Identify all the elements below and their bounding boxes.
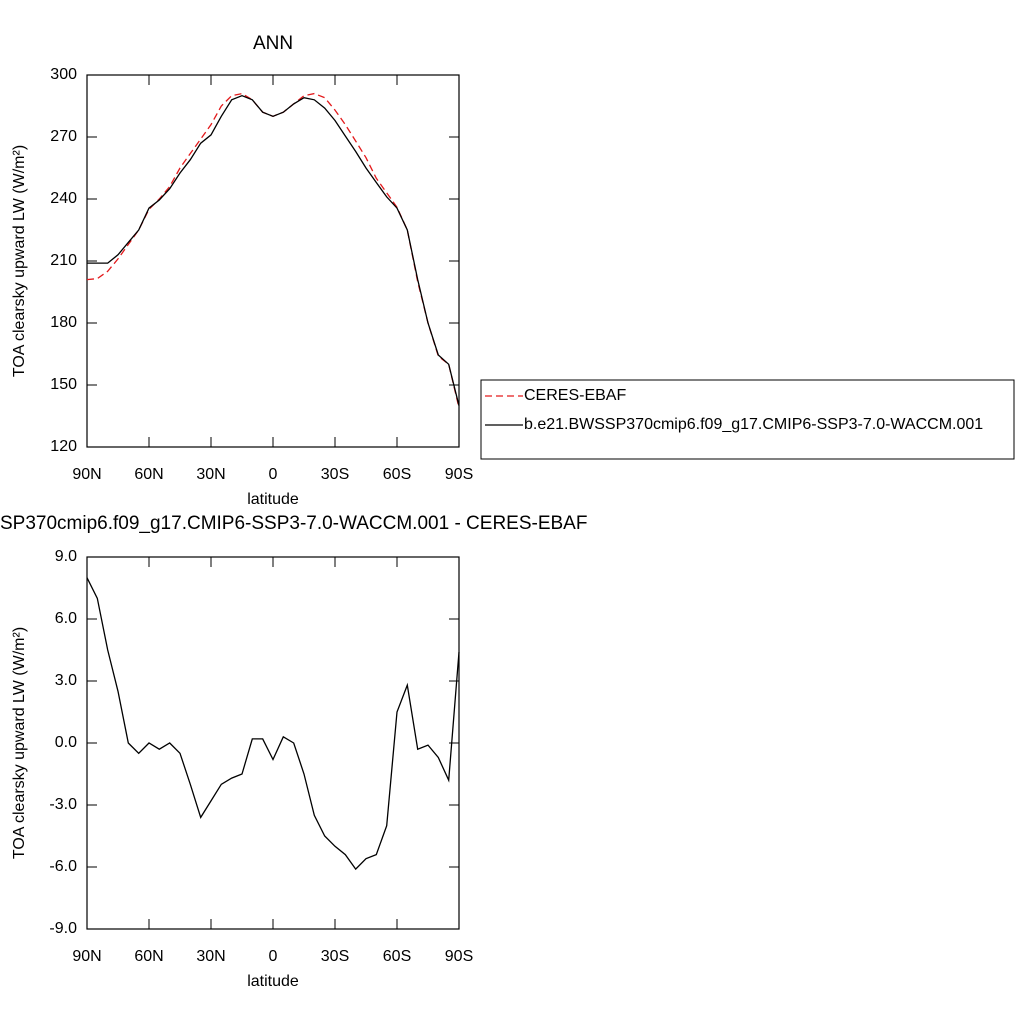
x-axis-label: latitude [247,973,299,990]
data-line [86,92,460,408]
x-tick-label: 30S [321,948,349,965]
x-tick-label: 0 [269,948,278,965]
y-tick-label: 9.0 [55,548,77,565]
y-tick-label: 270 [50,128,77,145]
x-tick-label: 0 [269,466,278,483]
y-axis-label: TOA clearsky upward LW (W/m²) [11,145,28,377]
legend-box [480,379,1015,460]
x-tick-label: 90N [72,948,101,965]
plot-frame [86,556,460,930]
y-tick-label: 210 [50,252,77,269]
y-tick-label: -3.0 [49,796,77,813]
y-tick-label: 3.0 [55,672,77,689]
chart-title: ANN [253,33,293,54]
x-tick-label: 60N [134,948,163,965]
x-tick-label: 30N [196,948,225,965]
x-tick-label: 90N [72,466,101,483]
legend-label: CERES-EBAF [524,387,626,404]
data-line [87,95,460,406]
x-tick-label: 90S [445,948,473,965]
x-tick-label: 60N [134,466,163,483]
y-tick-label: -6.0 [49,858,77,875]
x-tick-label: 60S [383,466,411,483]
data-line [86,577,460,871]
y-tick-label: 0.0 [55,734,77,751]
x-tick-label: 30S [321,466,349,483]
y-tick-label: -9.0 [49,920,77,937]
y-tick-label: 6.0 [55,610,77,627]
x-tick-label: 30N [196,466,225,483]
legend-label: b.e21.BWSSP370cmip6.f09_g17.CMIP6-SSP3-7… [524,416,983,433]
y-tick-label: 150 [50,376,77,393]
plot-frame [86,74,460,448]
y-tick-label: 120 [50,438,77,455]
x-tick-label: 90S [445,466,473,483]
y-tick-label: 300 [50,66,77,83]
y-axis-label: TOA clearsky upward LW (W/m²) [11,627,28,859]
y-tick-label: 240 [50,190,77,207]
chart-title: SP370cmip6.f09_g17.CMIP6-SSP3-7.0-WACCM.… [0,513,587,534]
x-tick-label: 60S [383,948,411,965]
x-axis-label: latitude [247,491,299,508]
y-tick-label: 180 [50,314,77,331]
